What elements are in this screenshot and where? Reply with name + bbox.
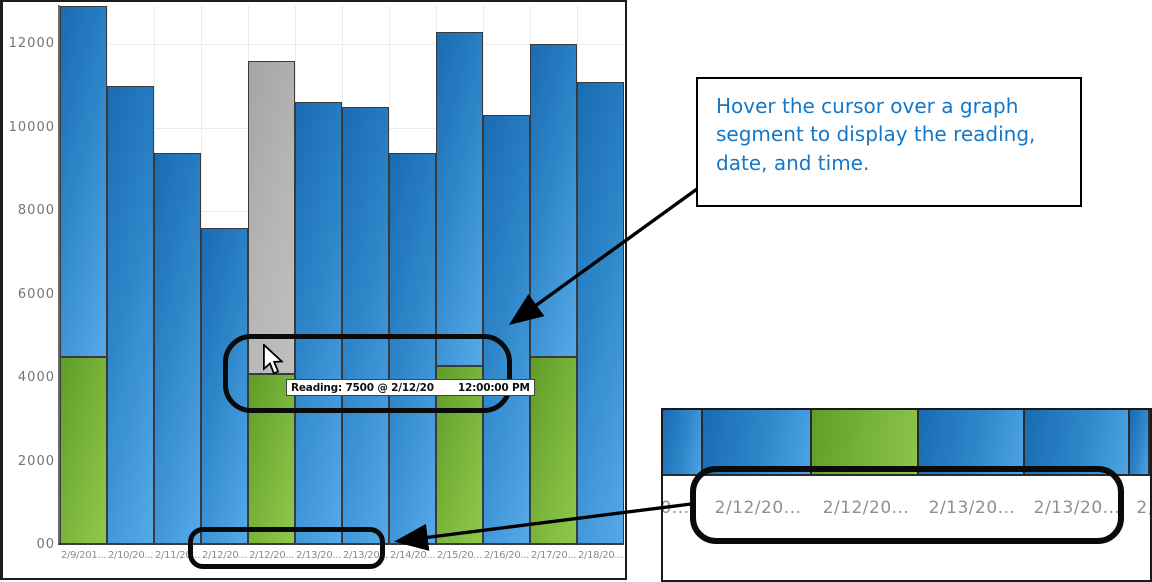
bar-upper-segment[interactable] bbox=[530, 44, 577, 358]
bar-green-segment[interactable] bbox=[248, 373, 295, 545]
bar-upper-segment[interactable] bbox=[577, 81, 624, 545]
bar-upper-segment[interactable] bbox=[107, 85, 154, 546]
bar-2/16/20... bbox=[483, 115, 530, 545]
bar-2/14/20... bbox=[389, 152, 436, 545]
tooltip-redacted-gap bbox=[434, 380, 458, 395]
x-axis-tick-label: 2/9/201... bbox=[60, 550, 107, 561]
bar-2/17/20... bbox=[530, 44, 577, 545]
x-axis-tick-label: 2/18/20... bbox=[577, 550, 624, 561]
x-axis-tick-label: 2/17/20... bbox=[530, 550, 577, 561]
bar-green-segment[interactable] bbox=[530, 357, 577, 545]
inset-bar-cell bbox=[1130, 410, 1150, 474]
y-axis-tick-label: 4000 bbox=[17, 370, 55, 385]
bar-2/13/20... bbox=[342, 106, 389, 545]
inset-x-label: 2, bbox=[1136, 498, 1152, 518]
bar-upper-segment[interactable] bbox=[60, 6, 107, 358]
inset-x-label: 2/13/20... bbox=[1033, 498, 1121, 518]
inset-x-label: 2/12/20... bbox=[714, 498, 802, 518]
x-axis-tick-label: 2/15/20... bbox=[436, 550, 483, 561]
bar-upper-segment[interactable] bbox=[154, 152, 201, 545]
inset-x-label: 2/12/20... bbox=[822, 498, 910, 518]
tooltip-text-prefix: Reading: 7500 @ 2/12/20 bbox=[291, 381, 434, 394]
reading-tooltip: Reading: 7500 @ 2/12/20 12:00:00 PM bbox=[286, 379, 535, 396]
x-axis-tick-label: 2/12/20... bbox=[248, 550, 295, 561]
inset-bar-strip bbox=[663, 410, 1150, 476]
bar-green-segment[interactable] bbox=[60, 357, 107, 545]
reading-bar-chart: 12000 10000 8000 6000 4000 2000 00 2/9/201... 2/… bbox=[0, 0, 627, 580]
x-axis-tick-label: 2/16/20... bbox=[483, 550, 530, 561]
bar-2/12/20... bbox=[248, 60, 295, 545]
x-axis-tick-label: 2/11/20... bbox=[154, 550, 201, 561]
inset-bar-cell bbox=[1025, 410, 1130, 474]
x-axis-tick-label: 2/12/20... bbox=[201, 550, 248, 561]
bar-upper-segment[interactable] bbox=[436, 31, 483, 366]
mouse-cursor-icon bbox=[263, 344, 284, 375]
x-axis-tick-label: 2/10/20... bbox=[107, 550, 154, 561]
annotation-note: Hover the cursor over a graph segment to… bbox=[696, 77, 1082, 207]
bar-2/9/201... bbox=[60, 6, 107, 545]
annotation-note-text: Hover the cursor over a graph segment to… bbox=[716, 94, 1036, 175]
x-axis-tick-label: 2/13/20... bbox=[342, 550, 389, 561]
tooltip-callout-frame bbox=[223, 334, 512, 413]
inset-callout-frame bbox=[690, 466, 1124, 544]
inset-bar-cell bbox=[812, 410, 919, 474]
xaxis-zoom-inset: 0... 2/12/20... 2/12/20... 2/13/20... 2/13/2… bbox=[661, 408, 1152, 582]
inset-bar-cell bbox=[703, 410, 812, 474]
plot-area: 12000 10000 8000 6000 4000 2000 00 2/9/201... 2/… bbox=[3, 2, 626, 578]
x-axis-tick-label: 2/13/20... bbox=[295, 550, 342, 561]
bar-2/10/20... bbox=[107, 85, 154, 546]
x-axis bbox=[58, 543, 624, 545]
bar-upper-segment[interactable] bbox=[483, 115, 530, 545]
y-axis-tick-label: 6000 bbox=[17, 286, 55, 302]
inset-x-label: 2/13/20... bbox=[928, 498, 1016, 518]
bar-upper-segment[interactable] bbox=[342, 106, 389, 545]
y-axis-tick-label: 8000 bbox=[17, 203, 55, 218]
y-axis bbox=[58, 5, 60, 545]
y-axis-tick-label: 2000 bbox=[17, 453, 55, 469]
inset-bar-cell bbox=[663, 410, 703, 474]
inset-bar-cell bbox=[919, 410, 1025, 474]
bar-2/15/20... bbox=[436, 31, 483, 545]
xlabels-callout-frame bbox=[188, 527, 385, 569]
bar-2/18/20... bbox=[577, 81, 624, 545]
y-axis-tick-label: 12000 bbox=[8, 36, 55, 51]
bar-upper-segment[interactable] bbox=[389, 152, 436, 545]
y-axis-tick-label: 00 bbox=[36, 537, 55, 552]
inset-x-label: 0... bbox=[661, 498, 690, 518]
tooltip-text-suffix: 12:00:00 PM bbox=[457, 381, 530, 394]
x-axis-tick-label: 2/14/20... bbox=[389, 550, 436, 561]
bar-2/11/20... bbox=[154, 152, 201, 545]
y-axis-tick-label: 10000 bbox=[8, 119, 55, 135]
bar-upper-segment[interactable] bbox=[248, 60, 295, 374]
bar-upper-segment[interactable] bbox=[295, 102, 342, 545]
bar-2/13/20... bbox=[295, 102, 342, 545]
